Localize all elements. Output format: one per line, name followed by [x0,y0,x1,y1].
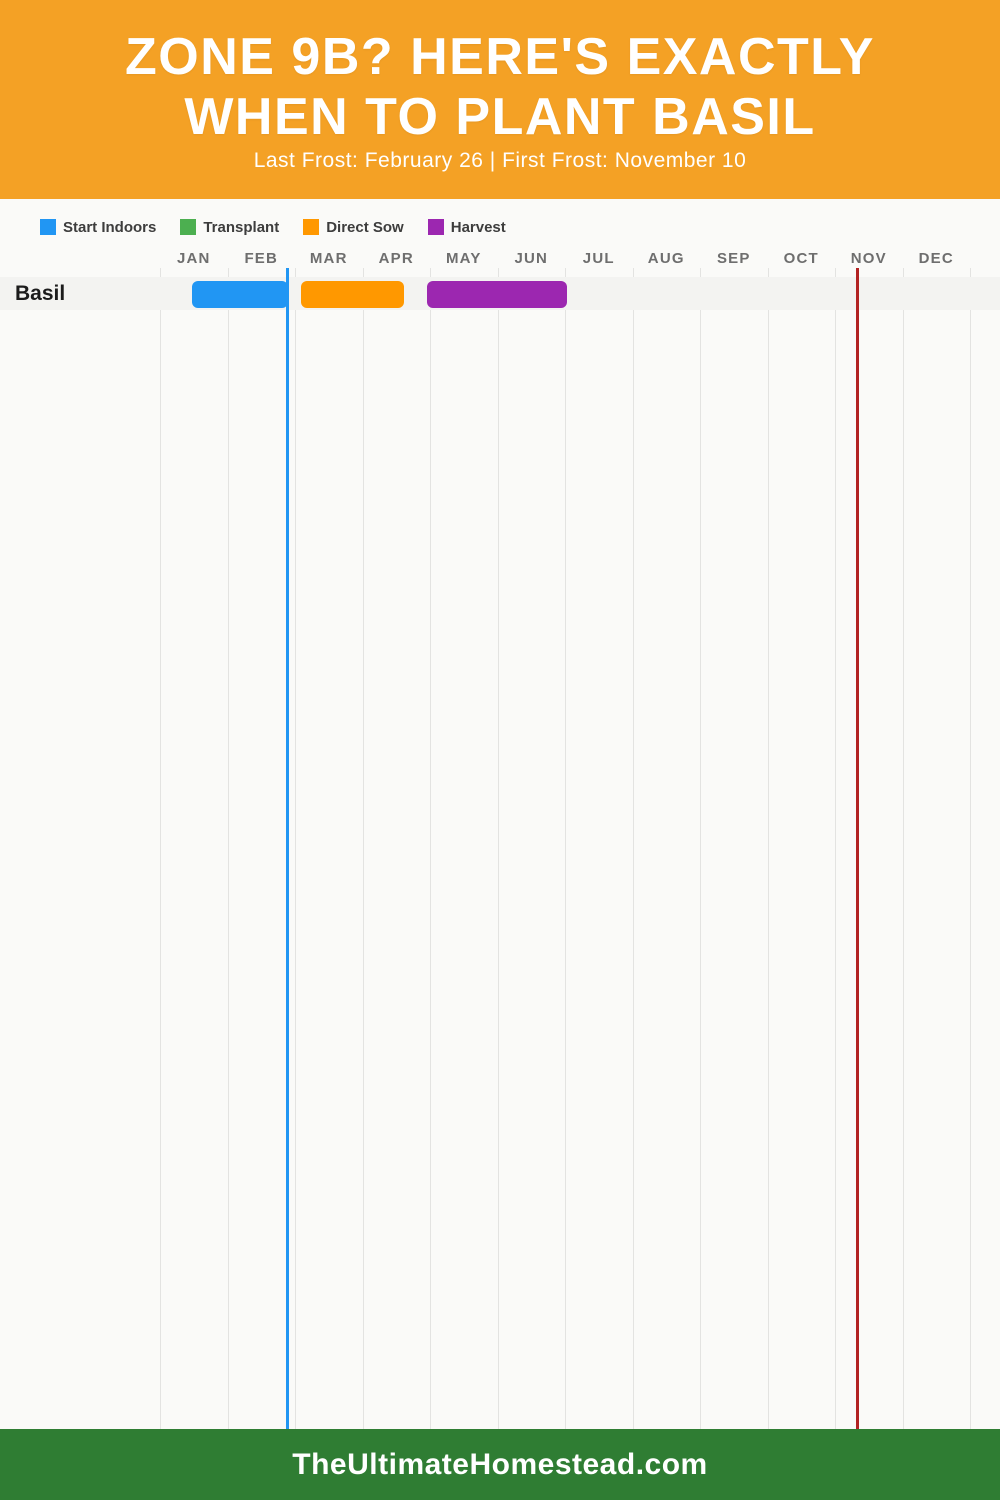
month-gridline [227,268,229,1429]
legend-swatch-transplant-icon [180,219,197,235]
month-label-sep: SEP [716,250,751,267]
month-label-feb: FEB [244,250,279,267]
page-title-line-2: WHEN TO PLANT BASIL [184,87,816,146]
month-gridline [295,268,296,1429]
legend-item-label: Harvest [450,218,506,236]
month-label-apr: APR [378,250,414,267]
month-gridline [160,268,161,1429]
month-gridline [632,268,634,1429]
month-label-dec: DEC [918,250,954,267]
frost-dates-subtitle: Last Frost: February 26 | First Frost: N… [253,148,747,172]
month-gridline [362,268,364,1429]
month-label-jul: JUL [582,250,615,267]
month-label-jun: JUN [514,250,549,267]
legend-item-label: Start Indoors [63,218,157,236]
last-frost-marker-line [286,268,290,1429]
header-banner: ZONE 9B? HERE'S EXACTLY WHEN TO PLANT BA… [0,0,1000,199]
legend-swatch-harvest-icon [427,219,444,235]
legend-swatch-start-indoors-icon [40,219,56,235]
month-label-may: MAY [445,250,482,267]
month-gridline [565,268,566,1429]
month-gridline [970,268,971,1429]
legend-item-label: Transplant [203,218,280,236]
website-url: TheUltimateHomestead.com [292,1447,708,1481]
crop-row-label: Basil [15,282,66,305]
bar-harvest [426,281,568,308]
legend: Start Indoors Transplant Direct Sow Harvest [40,211,506,243]
month-label-oct: OCT [783,250,819,267]
month-gridline [835,268,836,1429]
legend-swatch-direct-sow-icon [303,219,320,235]
page-title-line-1: ZONE 9B? HERE'S EXACTLY [125,27,875,86]
first-frost-marker-line [855,268,859,1429]
month-label-jan: JAN [176,250,211,267]
legend-item: Direct Sow [303,219,404,236]
bar-direct-sow [301,281,404,308]
month-gridline [700,268,701,1429]
month-label-mar: MAR [309,250,348,267]
month-label-nov: NOV [850,250,887,267]
legend-item: Start Indoors [40,219,156,236]
month-label-aug: AUG [647,250,685,267]
legend-item: Harvest [427,218,506,236]
legend-item: Transplant [180,219,279,236]
bar-start-indoors [191,281,288,308]
month-gridline [430,268,431,1429]
month-gridline [767,268,769,1429]
month-gridline [902,268,904,1429]
footer-banner: TheUltimateHomestead.com [0,1429,1000,1500]
month-gridline [497,268,499,1429]
legend-item-label: Direct Sow [326,218,404,236]
